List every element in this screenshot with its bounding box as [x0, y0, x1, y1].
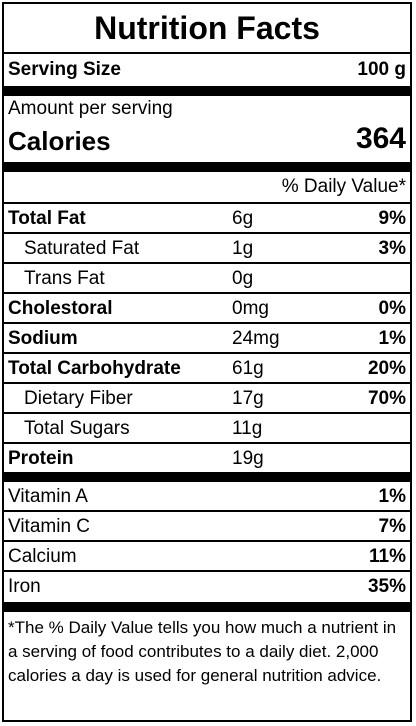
nutrient-name: Cholestoral — [8, 298, 113, 319]
daily-value-header-row: % Daily Value* — [4, 172, 410, 202]
vitamin-row-vitamin-a: Vitamin A 1% — [4, 482, 410, 510]
nutrient-row-dietary-fiber: Dietary Fiber 17g 70% — [4, 384, 410, 412]
divider — [4, 540, 410, 542]
nutrient-row-trans-fat: Trans Fat 0g — [4, 264, 410, 292]
serving-size-label: Serving Size — [8, 59, 121, 80]
nutrient-amount: 6g — [232, 208, 254, 229]
divider — [4, 412, 410, 414]
nutrient-name: Total Fat — [8, 208, 86, 229]
nutrient-dv: 70% — [367, 388, 406, 409]
nutrient-row-cholesterol: Cholestoral 0mg 0% — [4, 294, 410, 322]
divider — [4, 262, 410, 264]
nutrient-name: Dietary Fiber — [24, 388, 133, 409]
nutrient-amount: 0mg — [232, 298, 269, 319]
nutrient-dv: 20% — [367, 358, 406, 379]
nutrient-dv: 0% — [378, 298, 406, 319]
nutrition-facts-label: Nutrition Facts Serving Size 100 g Amoun… — [2, 2, 412, 722]
nutrient-row-total-carbohydrate: Total Carbohydrate 61g 20% — [4, 354, 410, 382]
nutrient-amount: 0g — [232, 268, 254, 289]
vitamin-name: Vitamin C — [8, 516, 91, 537]
calories-block: Amount per serving Calories 364 — [4, 96, 410, 162]
nutrient-name: Protein — [8, 448, 74, 469]
nutrient-dv: 3% — [378, 238, 406, 259]
vitamin-name: Vitamin A — [8, 486, 88, 507]
vitamin-dv: 11% — [369, 546, 406, 567]
vitamin-row-vitamin-c: Vitamin C 7% — [4, 512, 410, 540]
nutrient-amount: 17g — [232, 388, 264, 409]
daily-value-header: % Daily Value* — [281, 176, 406, 197]
divider — [4, 382, 410, 384]
divider — [4, 292, 410, 294]
divider — [4, 510, 410, 512]
divider — [4, 322, 410, 324]
nutrient-name: Sodium — [8, 328, 78, 349]
divider-thick — [4, 602, 410, 612]
nutrient-name: Total Carbohydrate — [8, 358, 181, 379]
nutrient-name: Saturated Fat — [24, 238, 140, 259]
divider — [4, 202, 410, 204]
vitamin-name: Iron — [8, 576, 41, 597]
nutrient-amount: 11g — [232, 418, 263, 439]
vitamin-dv: 35% — [367, 576, 406, 597]
vitamin-name: Calcium — [8, 546, 77, 567]
nutrient-row-total-sugars: Total Sugars 11g — [4, 414, 410, 442]
nutrient-row-total-fat: Total Fat 6g 9% — [4, 204, 410, 232]
divider — [4, 442, 410, 444]
nutrient-row-protein: Protein 19g — [4, 444, 410, 472]
nutrient-dv: 9% — [378, 208, 406, 229]
divider — [4, 232, 410, 234]
calories-label: Calories — [8, 126, 111, 156]
nutrient-dv: 1% — [378, 328, 406, 349]
divider-thick — [4, 86, 410, 96]
nutrient-amount: 19g — [232, 448, 264, 469]
nutrient-amount: 61g — [232, 358, 264, 379]
nutrient-amount: 1g — [232, 238, 254, 259]
label-title: Nutrition Facts — [94, 10, 320, 46]
divider — [4, 352, 410, 354]
daily-value-footnote: *The % Daily Value tells you how much a … — [8, 618, 397, 685]
calories-value: 364 — [355, 122, 406, 155]
divider — [4, 52, 410, 54]
divider — [4, 570, 410, 572]
vitamin-row-calcium: Calcium 11% — [4, 542, 410, 570]
nutrient-row-saturated-fat: Saturated Fat 1g 3% — [4, 234, 410, 262]
nutrient-row-sodium: Sodium 24mg 1% — [4, 324, 410, 352]
vitamin-dv: 1% — [378, 486, 406, 507]
vitamin-row-iron: Iron 35% — [4, 572, 410, 600]
serving-size-row: Serving Size 100 g — [4, 54, 410, 86]
nutrient-name: Total Sugars — [24, 418, 130, 439]
amount-per-serving-label: Amount per serving — [8, 98, 173, 119]
nutrient-name: Trans Fat — [24, 268, 105, 289]
nutrient-amount: 24mg — [232, 328, 280, 349]
divider-thick — [4, 162, 410, 172]
vitamin-dv: 7% — [378, 516, 406, 537]
divider-thick — [4, 472, 410, 482]
serving-size-value: 100 g — [357, 59, 406, 80]
